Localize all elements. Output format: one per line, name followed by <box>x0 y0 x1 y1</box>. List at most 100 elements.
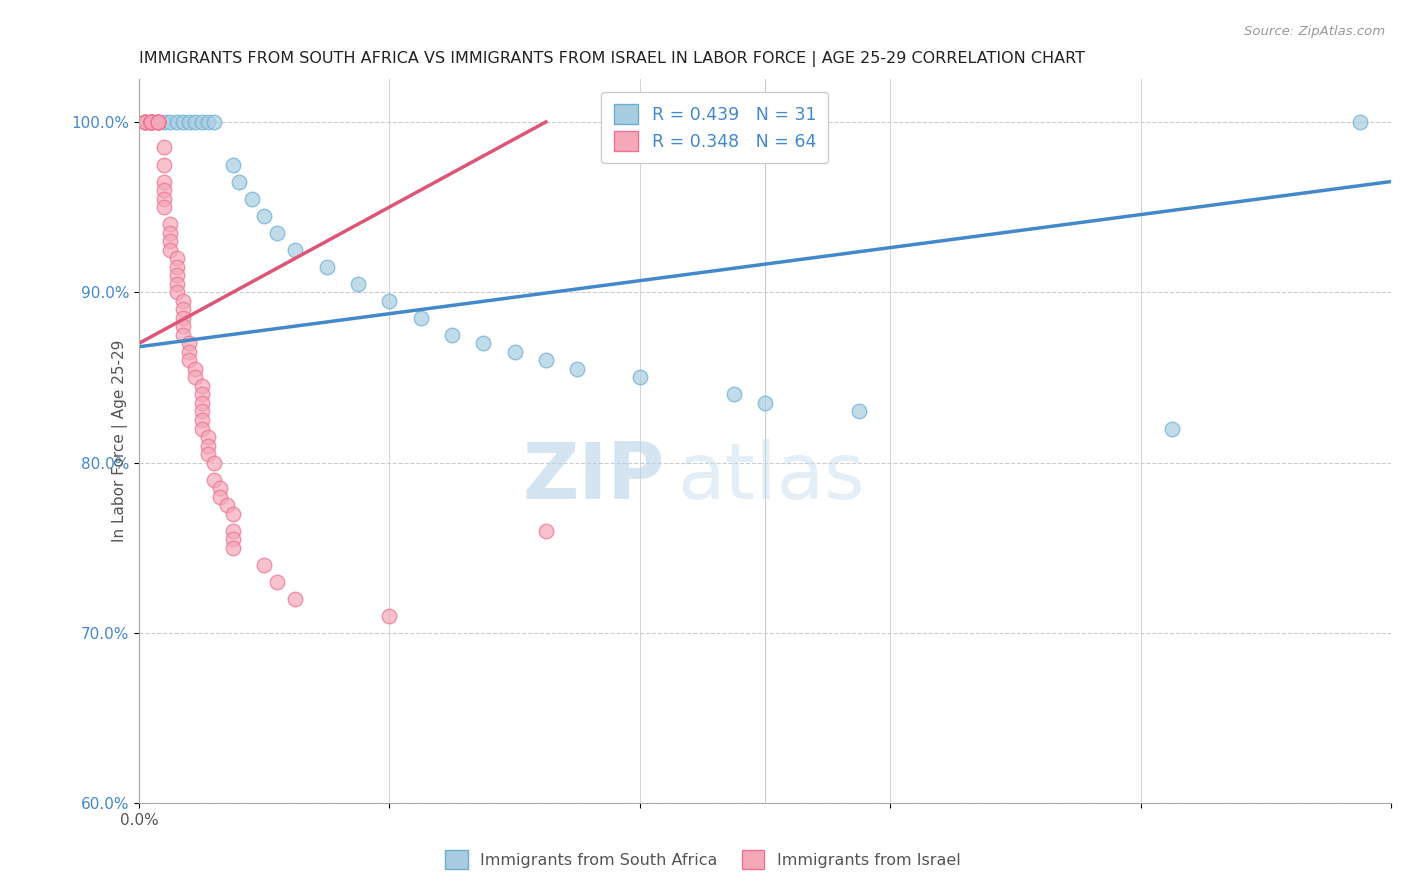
Point <box>146 115 169 129</box>
Point <box>184 362 207 376</box>
Point <box>190 404 212 418</box>
Point <box>315 260 337 274</box>
Point <box>166 268 188 283</box>
Point <box>153 200 176 214</box>
Point <box>266 574 288 589</box>
Point <box>848 404 870 418</box>
Point <box>153 140 176 154</box>
Point <box>153 183 176 197</box>
Point <box>159 226 181 240</box>
Point <box>172 115 194 129</box>
Legend: Immigrants from South Africa, Immigrants from Israel: Immigrants from South Africa, Immigrants… <box>439 844 967 875</box>
Point <box>190 387 212 401</box>
Point <box>197 115 219 129</box>
Text: ZIP: ZIP <box>523 440 665 516</box>
Point <box>166 115 188 129</box>
Point <box>284 591 307 606</box>
Point <box>228 175 250 189</box>
Point <box>378 293 401 308</box>
Point <box>197 438 219 452</box>
Legend: R = 0.439   N = 31, R = 0.348   N = 64: R = 0.439 N = 31, R = 0.348 N = 64 <box>602 92 828 163</box>
Point <box>209 490 232 504</box>
Point <box>222 524 245 538</box>
Point <box>440 327 463 342</box>
Point <box>134 115 156 129</box>
Point <box>567 362 589 376</box>
Point <box>472 336 495 351</box>
Point <box>240 192 263 206</box>
Point <box>534 353 557 368</box>
Point <box>222 541 245 555</box>
Point <box>202 456 225 470</box>
Point <box>153 192 176 206</box>
Point <box>172 293 194 308</box>
Point <box>628 370 651 384</box>
Point <box>159 243 181 257</box>
Point <box>253 209 276 223</box>
Point <box>153 157 176 171</box>
Point <box>172 319 194 334</box>
Point <box>146 115 169 129</box>
Point <box>222 507 245 521</box>
Point <box>409 310 432 325</box>
Point <box>172 302 194 317</box>
Point <box>184 370 207 384</box>
Point <box>153 175 176 189</box>
Point <box>190 396 212 410</box>
Point <box>159 217 181 231</box>
Point <box>141 115 163 129</box>
Text: Source: ZipAtlas.com: Source: ZipAtlas.com <box>1244 25 1385 38</box>
Point <box>503 344 526 359</box>
Point <box>378 608 401 623</box>
Point <box>172 327 194 342</box>
Point <box>141 115 163 129</box>
Point <box>166 251 188 265</box>
Point <box>141 115 163 129</box>
Point <box>253 558 276 572</box>
Point <box>177 344 200 359</box>
Point <box>166 277 188 291</box>
Point <box>141 115 163 129</box>
Point <box>284 243 307 257</box>
Point <box>222 533 245 547</box>
Point <box>146 115 169 129</box>
Point <box>141 115 163 129</box>
Point <box>202 115 225 129</box>
Text: IMMIGRANTS FROM SOUTH AFRICA VS IMMIGRANTS FROM ISRAEL IN LABOR FORCE | AGE 25-2: IMMIGRANTS FROM SOUTH AFRICA VS IMMIGRAN… <box>139 51 1085 67</box>
Point <box>177 115 200 129</box>
Point <box>159 115 181 129</box>
Point <box>146 115 169 129</box>
Point <box>266 226 288 240</box>
Point <box>222 157 245 171</box>
Point <box>723 387 745 401</box>
Point <box>190 379 212 393</box>
Point <box>184 115 207 129</box>
Point <box>177 336 200 351</box>
Text: atlas: atlas <box>678 440 865 516</box>
Point <box>197 447 219 461</box>
Point <box>134 115 156 129</box>
Y-axis label: In Labor Force | Age 25-29: In Labor Force | Age 25-29 <box>112 340 128 542</box>
Point <box>141 115 163 129</box>
Point <box>134 115 156 129</box>
Point <box>202 473 225 487</box>
Point <box>347 277 370 291</box>
Point <box>141 115 163 129</box>
Point <box>190 421 212 435</box>
Point <box>190 115 212 129</box>
Point <box>177 353 200 368</box>
Point <box>215 498 238 512</box>
Point <box>754 396 776 410</box>
Point <box>172 310 194 325</box>
Point <box>159 234 181 248</box>
Point <box>166 285 188 300</box>
Point <box>190 413 212 427</box>
Point <box>534 524 557 538</box>
Point <box>146 115 169 129</box>
Point <box>1160 421 1182 435</box>
Point <box>1348 115 1371 129</box>
Point <box>209 481 232 495</box>
Point <box>134 115 156 129</box>
Point <box>153 115 176 129</box>
Point <box>166 260 188 274</box>
